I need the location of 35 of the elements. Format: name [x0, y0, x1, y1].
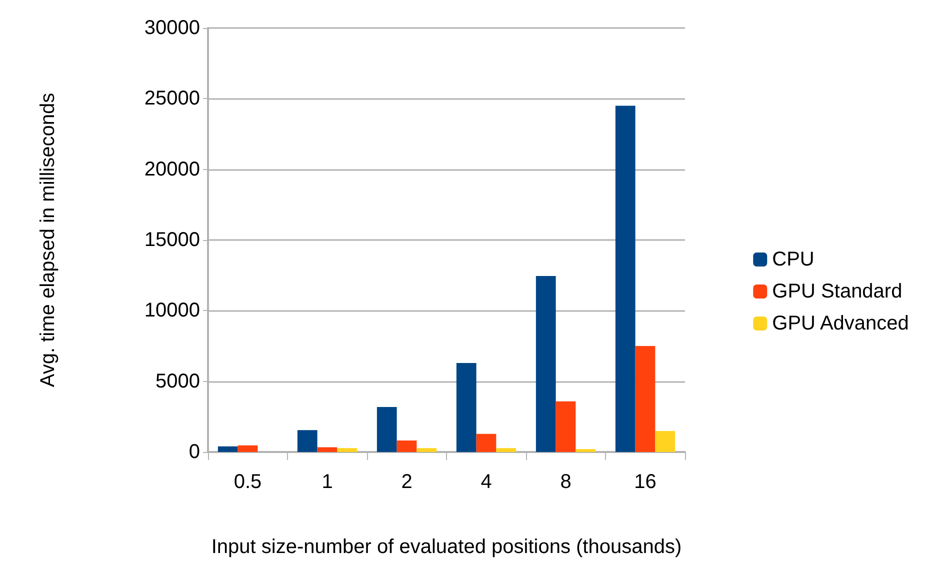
legend-label: GPU Advanced — [772, 312, 909, 334]
bar — [218, 446, 238, 452]
x-axis-title: Input size-number of evaluated positions (thousands) — [211, 536, 682, 558]
bar — [376, 407, 397, 452]
bar — [576, 449, 596, 452]
x-tick-label: 0.5 — [234, 471, 262, 493]
x-tick-label: 16 — [634, 471, 656, 493]
bar — [337, 448, 358, 452]
bar — [615, 106, 636, 452]
bar — [556, 401, 576, 452]
x-tick-label: 4 — [480, 471, 492, 493]
bar — [317, 447, 338, 452]
y-tick-label: 20000 — [144, 158, 200, 180]
legend-label: CPU — [772, 248, 814, 270]
x-tick-label: 2 — [401, 471, 412, 493]
bar — [416, 448, 437, 452]
bar — [456, 362, 476, 452]
bar — [476, 434, 496, 452]
x-tick-label: 1 — [322, 471, 333, 493]
y-tick-label: 25000 — [144, 88, 200, 110]
legend-label: GPU Standard — [772, 280, 902, 302]
y-tick-label: 10000 — [144, 300, 200, 322]
y-tick-label: 0 — [188, 441, 200, 463]
bar — [238, 445, 258, 452]
bar — [496, 448, 516, 452]
bar — [297, 430, 318, 452]
bar — [536, 276, 556, 452]
y-tick-label: 30000 — [144, 17, 200, 39]
x-tick-label: 8 — [560, 471, 572, 493]
y-tick-label: 15000 — [144, 229, 200, 251]
bar — [396, 440, 417, 452]
y-tick-label: 5000 — [156, 370, 200, 392]
bar — [655, 430, 676, 452]
y-axis-title: Avg. time elapsed in milliseconds — [37, 92, 59, 388]
bar — [635, 346, 656, 452]
